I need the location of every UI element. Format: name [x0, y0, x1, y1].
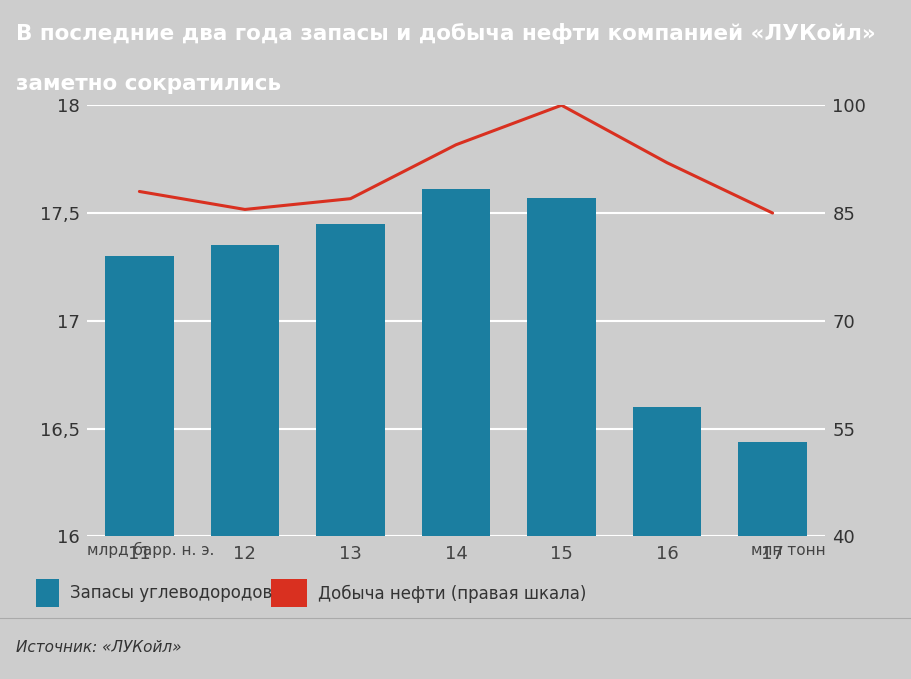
Text: Запасы углеводородов: Запасы углеводородов — [70, 585, 272, 602]
Bar — [527, 198, 595, 536]
Text: млрд барр. н. э.: млрд барр. н. э. — [87, 542, 214, 558]
Bar — [421, 189, 490, 536]
Bar — [210, 245, 279, 536]
Text: Источник: «ЛУКойл»: Источник: «ЛУКойл» — [16, 640, 181, 655]
Text: млн тонн: млн тонн — [750, 543, 824, 557]
Bar — [36, 579, 59, 608]
Text: заметно сократились: заметно сократились — [16, 74, 281, 94]
Bar — [632, 407, 701, 536]
Bar — [271, 579, 307, 608]
Text: В последние два года запасы и добыча нефти компанией «ЛУКойл»: В последние два года запасы и добыча неф… — [16, 23, 875, 44]
Bar — [105, 256, 173, 536]
Bar — [738, 441, 806, 536]
Bar — [316, 224, 384, 536]
Text: Добыча нефти (правая шкала): Добыча нефти (правая шкала) — [318, 585, 586, 602]
